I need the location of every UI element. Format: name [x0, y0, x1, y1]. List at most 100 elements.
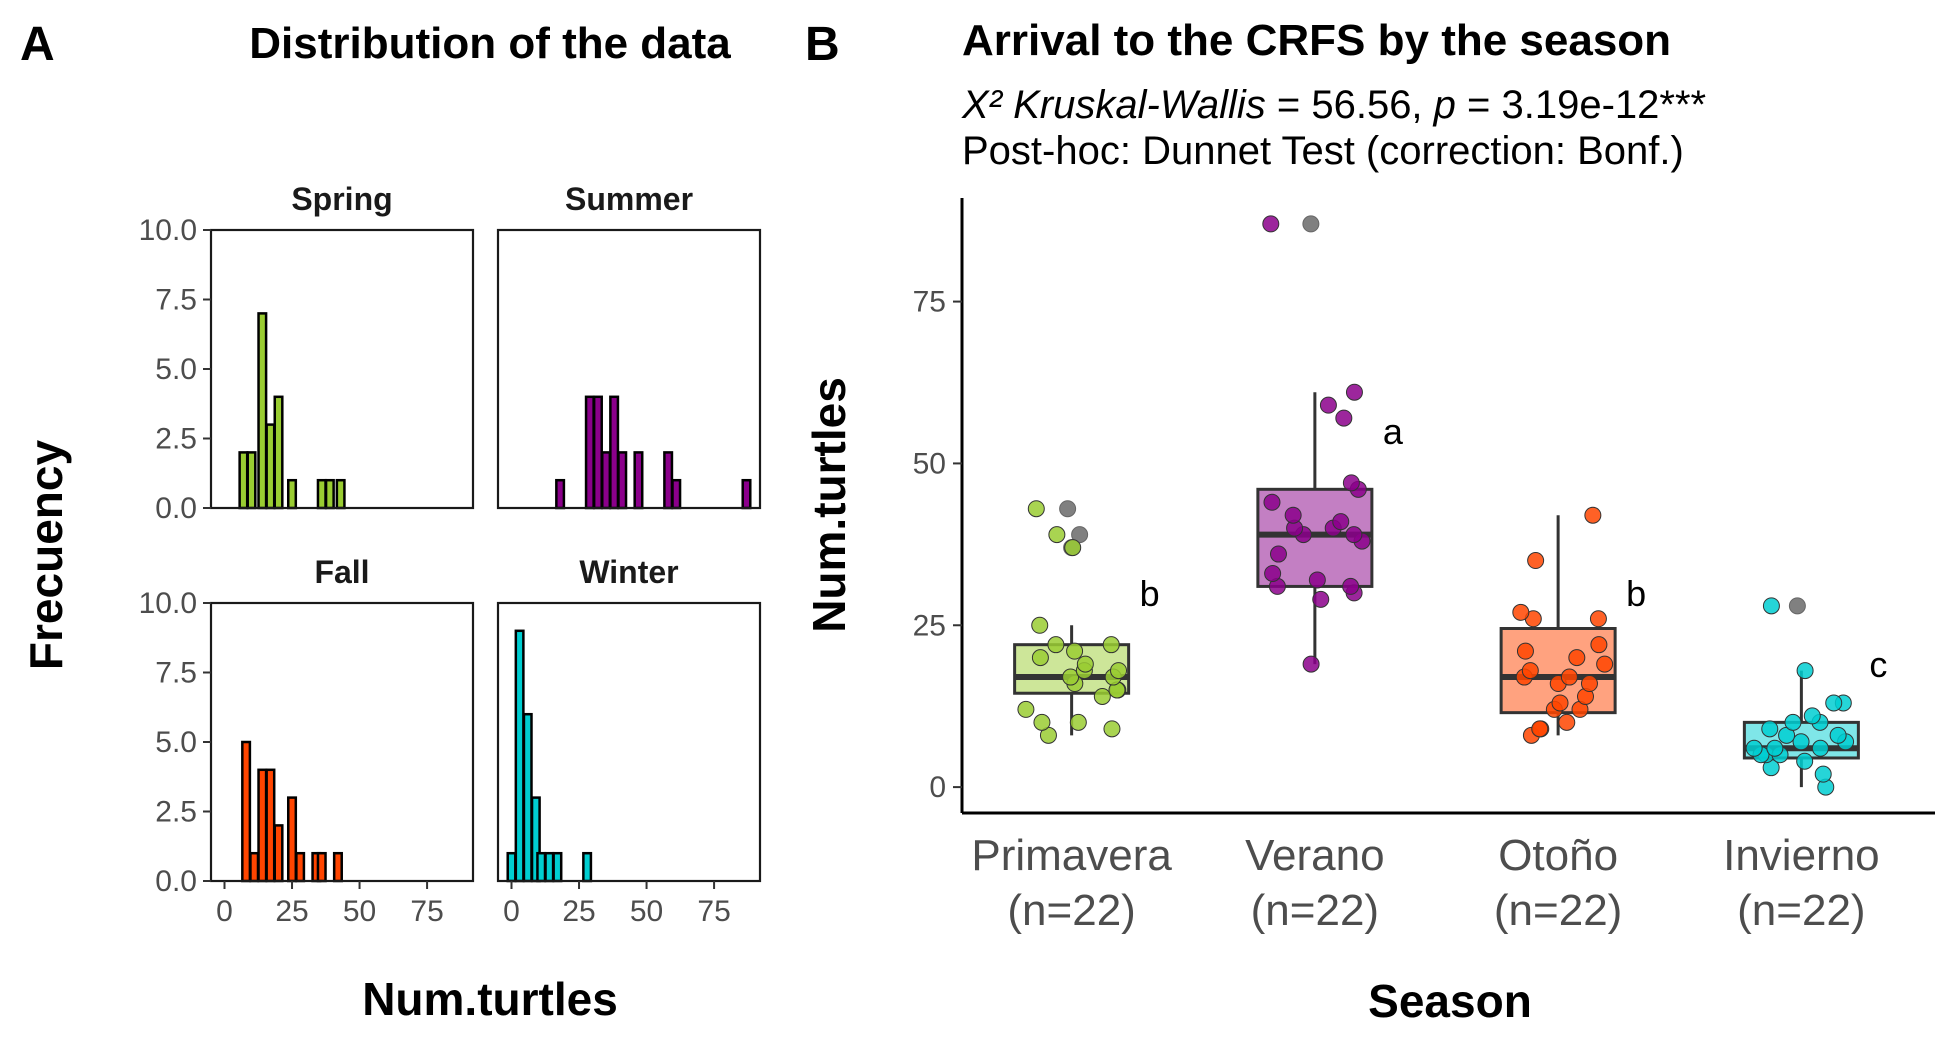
facet-strip-label: Spring — [291, 181, 392, 217]
x-category-label: Primavera — [971, 831, 1172, 880]
facet-winter: Winter 0 25 50 75 — [496, 554, 762, 928]
data-point — [1584, 506, 1602, 524]
data-point — [1784, 713, 1802, 731]
histogram-bar — [609, 395, 620, 510]
panel-b-x-axis-title: Season — [1368, 975, 1532, 1027]
data-point — [1512, 603, 1530, 621]
histogram-bar — [265, 768, 276, 883]
data-point — [1825, 694, 1843, 712]
histogram-bar — [584, 395, 595, 510]
data-point — [1332, 513, 1350, 531]
histogram-bar — [246, 451, 257, 510]
panel-b-y-axis-title: Num.turtles — [803, 377, 855, 633]
box-group-primavera: b Primavera (n=22) — [971, 500, 1172, 935]
histogram-bar — [332, 851, 343, 883]
outlier-point — [1788, 597, 1806, 615]
panel-a-x-axis-title: Num.turtles — [362, 973, 618, 1025]
x-tick-label: 25 — [275, 895, 308, 928]
y-tick-label: 2.5 — [155, 423, 197, 456]
histogram-facets: Spring 0.0 2.5 5.0 7.5 10.0 Summer Fall 0.0 2.5 5.… — [139, 181, 762, 928]
data-point — [1829, 726, 1847, 744]
panel-b-subtitle-stats: X² Kruskal-Wallis = 56.56, p = 3.19e-12*… — [961, 83, 1706, 127]
data-point — [1093, 687, 1111, 705]
data-point — [1031, 616, 1049, 634]
kw-statistic-value: = 56.56, — [1266, 83, 1434, 127]
data-point — [1342, 474, 1360, 492]
data-point — [1792, 733, 1810, 751]
x-tick-label: 25 — [562, 895, 595, 928]
data-point — [1110, 662, 1128, 680]
y-tick-label: 2.5 — [155, 796, 197, 829]
data-point — [1527, 552, 1545, 570]
significance-letter: b — [1626, 573, 1646, 614]
data-point — [1302, 655, 1320, 673]
data-point — [1335, 409, 1353, 427]
histogram-bar — [257, 768, 268, 883]
data-point — [1312, 590, 1330, 608]
panel-b-subtitle-posthoc: Post-hoc: Dunnet Test (correction: Bonf.… — [962, 129, 1684, 173]
facet-strip-label: Summer — [565, 181, 693, 217]
data-point — [1284, 506, 1302, 524]
box-group-otoño: b Otoño (n=22) — [1494, 506, 1646, 935]
data-point — [1516, 642, 1534, 660]
facet-summer: Summer — [496, 181, 762, 510]
data-point — [1803, 707, 1821, 725]
data-point — [1589, 610, 1607, 628]
data-point — [1269, 545, 1287, 563]
x-tick-label: 0 — [216, 895, 233, 928]
y-tick-label: 7.5 — [155, 284, 197, 317]
x-category-label: Otoño — [1498, 831, 1618, 880]
data-point — [1264, 564, 1282, 582]
data-point — [1047, 636, 1065, 654]
histogram-bar — [522, 712, 533, 883]
data-point — [1568, 649, 1586, 667]
data-point — [1031, 649, 1049, 667]
histogram-bar — [241, 740, 252, 883]
data-point — [1263, 493, 1281, 511]
histogram-bar — [514, 629, 525, 883]
x-category-label: Verano — [1245, 831, 1384, 880]
x-category-label: Invierno — [1723, 831, 1880, 880]
data-point — [1017, 700, 1035, 718]
data-point — [1762, 597, 1780, 615]
histogram-bar — [555, 478, 566, 510]
data-point — [1076, 655, 1094, 673]
histogram-bar — [249, 851, 260, 883]
histogram-bar — [265, 423, 276, 510]
significance-letter: b — [1140, 573, 1160, 614]
data-point — [1069, 713, 1087, 731]
significance-letter: a — [1383, 411, 1404, 452]
boxplot-panel: 0 25 50 75 b Primavera (n=22) a Verano (n=22) b Oto… — [913, 198, 1935, 935]
data-point — [1103, 720, 1121, 738]
p-symbol: p — [1433, 83, 1456, 127]
y-tick-label: 0.0 — [155, 492, 197, 525]
data-point — [1027, 500, 1045, 518]
data-point — [1048, 526, 1066, 544]
y-tick-label: 10.0 — [139, 214, 197, 247]
data-point — [1796, 662, 1814, 680]
y-tick-label: 25 — [913, 609, 946, 642]
data-point — [1590, 636, 1608, 654]
x-tick-label: 0 — [503, 895, 520, 928]
y-tick-label: 5.0 — [155, 353, 197, 386]
histogram-bar — [663, 451, 674, 510]
box-group-verano: a Verano (n=22) — [1245, 215, 1404, 935]
panel-a-y-axis-title: Frecuency — [20, 440, 72, 671]
y-tick-label: 50 — [913, 447, 946, 480]
data-point — [1345, 383, 1363, 401]
histogram-bar — [544, 851, 555, 883]
data-point — [1262, 215, 1280, 233]
data-point — [1558, 713, 1576, 731]
data-point — [1551, 694, 1569, 712]
y-tick-label: 75 — [913, 286, 946, 319]
data-point — [1319, 396, 1337, 414]
histogram-bar — [506, 851, 517, 883]
data-point — [1033, 713, 1051, 731]
histogram-bar — [592, 395, 603, 510]
panel-a-title: Distribution of the data — [249, 19, 731, 68]
histogram-bar — [335, 478, 346, 510]
histogram-bar — [316, 478, 327, 510]
facet-strip-label: Fall — [314, 554, 369, 590]
y-tick-label: 0 — [929, 771, 946, 804]
